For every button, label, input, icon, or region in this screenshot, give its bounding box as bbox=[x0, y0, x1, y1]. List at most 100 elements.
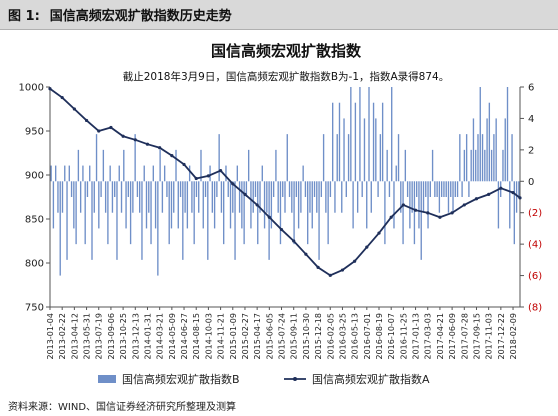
series-a-point bbox=[194, 176, 198, 181]
x-axis-tick-label: 2014-05-09 bbox=[168, 313, 177, 360]
x-axis-tick-label: 2013-09-06 bbox=[107, 313, 116, 360]
series-b-bar bbox=[168, 181, 170, 245]
series-b-bar bbox=[125, 181, 127, 229]
series-b-bar bbox=[173, 181, 175, 213]
series-b-bar bbox=[89, 165, 91, 182]
series-b-bar bbox=[329, 181, 332, 197]
x-axis-tick-label: 2015-02-27 bbox=[241, 313, 250, 360]
series-a-point bbox=[401, 203, 405, 207]
series-b-bar bbox=[286, 134, 288, 182]
series-a-point bbox=[60, 95, 64, 100]
series-b-bar bbox=[515, 181, 518, 213]
series-a-line-layer bbox=[48, 87, 522, 277]
chart-legend: 国信高频宏观扩散指数B 国信高频宏观扩散指数A bbox=[98, 372, 430, 386]
series-b-bar bbox=[152, 165, 154, 182]
series-a-point bbox=[72, 107, 76, 111]
series-b-bars bbox=[50, 87, 520, 276]
series-b-bar bbox=[436, 181, 438, 197]
x-axis-tick-label: 2016-11-25 bbox=[399, 313, 408, 360]
series-a-point bbox=[255, 203, 259, 207]
x-axis-tick-label: 2016-10-07 bbox=[387, 313, 396, 360]
series-b-bar bbox=[129, 181, 132, 245]
left-axis-tick-label: 950 bbox=[25, 127, 44, 138]
series-b-bar bbox=[252, 181, 254, 213]
x-axis-tick-label: 2018-02-09 bbox=[509, 313, 518, 360]
series-b-bar bbox=[216, 181, 218, 197]
series-b-bar bbox=[456, 181, 459, 197]
x-axis-tick-label: 2013-02-22 bbox=[58, 313, 67, 360]
right-axis-tick-label: 0 bbox=[528, 177, 534, 188]
series-b-bar bbox=[475, 149, 477, 182]
series-b-bar bbox=[154, 181, 157, 229]
chart-axes: 750 800 850 900 950 1000 (8) (6) (4) (2) 0 2 4 6 2013-… bbox=[19, 83, 543, 360]
series-b-bar bbox=[381, 102, 384, 182]
series-b-bar bbox=[461, 181, 463, 197]
series-b-bar bbox=[282, 181, 284, 197]
series-b-bar bbox=[177, 181, 179, 229]
x-axis-tick-label: 2014-08-15 bbox=[192, 313, 201, 360]
series-b-bar bbox=[363, 118, 366, 182]
series-b-bar bbox=[495, 118, 497, 182]
series-b-bar bbox=[316, 181, 318, 213]
series-b-bar bbox=[275, 149, 277, 182]
series-b-bar bbox=[232, 181, 234, 213]
series-b-bar bbox=[77, 149, 80, 182]
series-b-bar bbox=[345, 181, 347, 197]
series-a-point bbox=[328, 273, 332, 277]
x-axis-tick-label: 2015-04-17 bbox=[253, 313, 262, 360]
series-a-point bbox=[462, 203, 466, 207]
series-b-bar bbox=[245, 181, 248, 197]
series-b-bar bbox=[397, 134, 400, 182]
series-b-bar bbox=[416, 181, 418, 197]
x-axis-tick-label: 2014-11-21 bbox=[217, 313, 226, 360]
series-b-bar bbox=[218, 134, 220, 182]
series-b-bar bbox=[343, 118, 345, 182]
x-axis-tick-label: 2015-12-18 bbox=[314, 313, 323, 360]
series-b-bar bbox=[509, 181, 511, 229]
series-b-bar bbox=[238, 181, 241, 213]
series-b-bar bbox=[120, 181, 123, 213]
x-axis-tick-label: 2017-04-21 bbox=[436, 313, 445, 360]
series-b-bar bbox=[250, 181, 252, 229]
series-b-bar bbox=[200, 149, 202, 182]
series-b-bar bbox=[159, 149, 161, 182]
legend-label-b: 国信高频宏观扩散指数B bbox=[122, 372, 240, 386]
series-b-bar bbox=[55, 165, 57, 182]
series-b-bar bbox=[395, 165, 397, 182]
series-b-bar bbox=[347, 134, 350, 182]
series-b-bar bbox=[356, 181, 359, 213]
series-b-bar bbox=[79, 181, 82, 213]
series-a-point bbox=[97, 129, 101, 133]
series-b-bar bbox=[136, 181, 139, 197]
series-b-bar bbox=[400, 181, 402, 213]
series-b-bar bbox=[98, 181, 100, 229]
series-b-bar bbox=[318, 181, 320, 260]
right-axis-tick-label: (8) bbox=[528, 303, 542, 314]
series-b-bar bbox=[459, 134, 461, 182]
series-b-bar bbox=[377, 181, 379, 197]
series-b-bar bbox=[209, 165, 211, 182]
right-axis-tick-label: (2) bbox=[528, 208, 542, 219]
series-b-bar bbox=[463, 149, 466, 182]
series-a-point bbox=[267, 215, 271, 219]
series-b-bar bbox=[336, 134, 338, 182]
series-b-bar bbox=[186, 181, 189, 229]
series-b-bar bbox=[175, 149, 177, 182]
series-a-point bbox=[170, 154, 174, 158]
series-b-bar bbox=[295, 181, 298, 197]
series-b-bar bbox=[148, 181, 150, 213]
series-a-point bbox=[389, 215, 393, 219]
series-b-bar bbox=[86, 181, 89, 197]
series-b-bar bbox=[227, 181, 229, 197]
series-a-point bbox=[109, 125, 113, 130]
series-b-bar bbox=[366, 181, 368, 229]
series-a-point bbox=[158, 146, 162, 150]
x-axis-tick-label: 2013-10-25 bbox=[119, 313, 128, 360]
series-b-bar bbox=[368, 87, 370, 182]
series-b-bar bbox=[411, 181, 413, 213]
series-b-bar bbox=[223, 181, 225, 245]
series-a-point bbox=[182, 162, 186, 167]
series-b-bar bbox=[325, 181, 327, 213]
series-b-bar bbox=[422, 181, 425, 213]
x-axis-tick-label: 2013-07-19 bbox=[95, 313, 104, 360]
